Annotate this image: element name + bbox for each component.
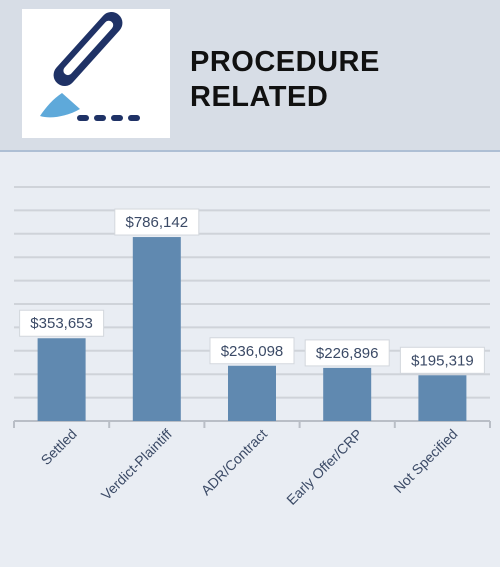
data-label-box (209, 337, 295, 365)
data-label: $195,319 (411, 352, 474, 369)
bar-3 (228, 365, 276, 421)
scalpel-icon (40, 11, 140, 121)
category-label: Verdict-Plaintiff (98, 426, 175, 503)
bar-1 (37, 338, 86, 421)
page-title: PROCEDURE RELATED (190, 45, 380, 115)
bar-chart: $353,653 Settled $786,142 Verdict-Plaintiff… (0, 152, 500, 567)
data-label-box (399, 346, 485, 374)
data-label-box (114, 208, 200, 236)
data-label: $786,142 (126, 214, 189, 231)
title-line-2: RELATED (190, 81, 329, 113)
category-label: Not Specified (390, 426, 460, 496)
category-label: Early Offer/CRP (283, 426, 365, 508)
header-panel: PROCEDURE RELATED (0, 0, 500, 152)
data-label: $226,896 (316, 345, 379, 362)
data-label: $236,098 (221, 343, 284, 360)
title-line-1: PROCEDURE (190, 46, 380, 78)
bar-2 (132, 237, 181, 421)
data-label: $353,653 (30, 315, 93, 332)
category-label: Settled (38, 426, 80, 468)
category-label: ADR/Contract (198, 426, 270, 498)
bar-4 (323, 367, 372, 421)
data-label-box (304, 339, 390, 367)
data-label-box (19, 309, 105, 337)
icon-box (22, 9, 170, 138)
bar-5 (418, 375, 467, 421)
bar-chart-svg: $353,653 Settled $786,142 Verdict-Plaintiff… (13, 186, 491, 508)
